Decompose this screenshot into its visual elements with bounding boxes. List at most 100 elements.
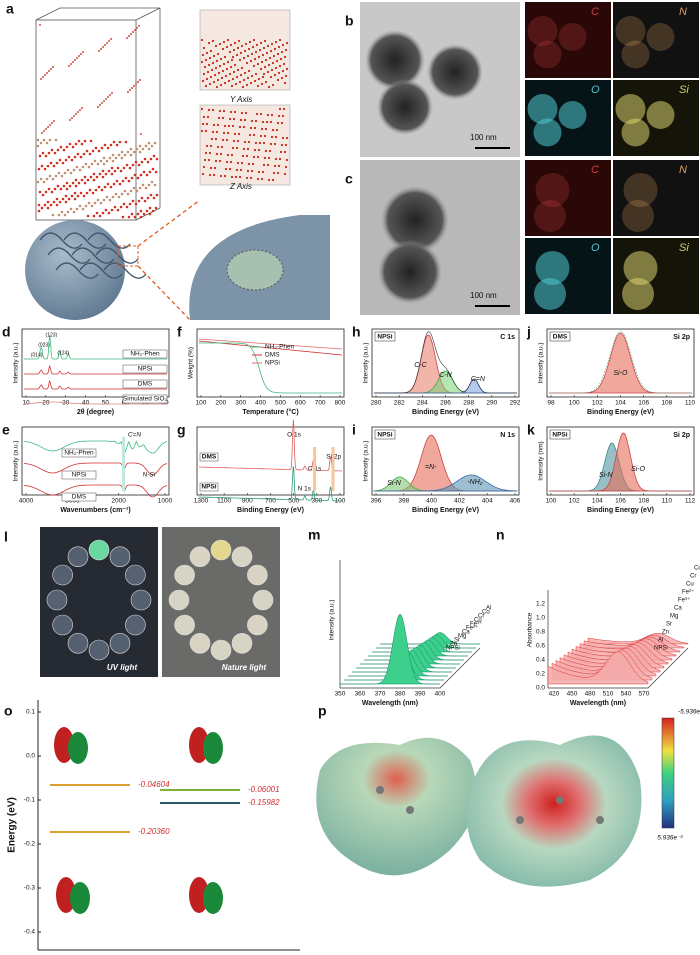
atom (253, 57, 257, 61)
atom (201, 172, 205, 176)
atom (235, 168, 239, 172)
label: 100 (569, 400, 580, 407)
curve (374, 474, 518, 492)
atom (65, 187, 69, 191)
highlight (331, 447, 335, 491)
atom (233, 63, 237, 67)
atom (222, 40, 226, 44)
atom (42, 76, 44, 78)
atom (257, 55, 261, 59)
label: Sr (454, 638, 460, 644)
label: 98 (547, 400, 555, 407)
atom (233, 132, 237, 136)
vial (210, 639, 232, 661)
atom (72, 61, 74, 63)
atom (225, 67, 229, 71)
atom (235, 146, 239, 150)
curve (24, 334, 167, 360)
atom (81, 165, 85, 169)
label: NPSi (72, 472, 87, 479)
atom (36, 180, 40, 184)
label: -0.3 (24, 885, 36, 892)
label: 1.2 (536, 601, 545, 608)
label: 1000 (158, 498, 173, 505)
atom (200, 38, 204, 42)
md-box (35, 19, 137, 221)
atom (376, 786, 384, 794)
atom (240, 44, 244, 48)
atom (40, 206, 44, 210)
atom (136, 27, 138, 29)
eds-signal (615, 94, 646, 124)
atom (52, 200, 56, 204)
atom (37, 209, 41, 213)
atom (284, 74, 288, 78)
label: 400 (426, 498, 437, 505)
atom (269, 49, 273, 53)
label: Co (694, 566, 700, 572)
label: 396 (371, 498, 382, 505)
label: -0.20360 (138, 827, 170, 836)
atom (111, 153, 115, 157)
atom (228, 117, 232, 121)
particle (377, 79, 433, 135)
label: NPSi (265, 360, 280, 367)
atom (137, 199, 141, 203)
fold (79, 262, 123, 279)
atom (124, 176, 128, 180)
atom (68, 65, 70, 67)
atom (84, 204, 88, 208)
atom (253, 79, 257, 83)
vial (88, 639, 110, 661)
label: Binding Energy (eV) (412, 507, 479, 514)
atom (55, 203, 59, 207)
atom (65, 145, 69, 149)
label: NPSi (654, 646, 668, 652)
label: Zn (662, 630, 669, 636)
fold (47, 247, 91, 264)
atom (596, 816, 604, 824)
label: Mg (670, 614, 678, 620)
atom (149, 193, 153, 197)
atom (126, 37, 128, 39)
esp-surface (316, 737, 477, 876)
label: C (591, 164, 599, 176)
atom (204, 129, 208, 133)
atom (205, 122, 209, 126)
label: NPSi (446, 646, 460, 652)
atom (80, 53, 82, 55)
label: DMS (553, 334, 568, 341)
atom (103, 100, 105, 102)
atom (262, 72, 266, 76)
atom (273, 164, 277, 168)
atom (284, 165, 288, 169)
atom (122, 166, 126, 170)
atom (240, 66, 244, 70)
atom (37, 203, 41, 207)
atom (43, 130, 45, 132)
atom (83, 175, 87, 179)
atom (144, 186, 148, 190)
label: -0.06001 (248, 785, 280, 794)
tag-box (374, 429, 396, 440)
atom (51, 122, 53, 124)
atom (126, 150, 130, 154)
atom (119, 205, 123, 209)
atom (46, 206, 50, 210)
atom (252, 64, 256, 68)
atom (285, 41, 289, 45)
label: j (526, 324, 531, 340)
atom (250, 119, 254, 123)
curve (549, 330, 692, 394)
label: Intensity (a.u.) (363, 342, 370, 383)
label: Al (658, 638, 663, 644)
label: 200 (215, 400, 226, 407)
atom (139, 79, 141, 81)
atom (135, 147, 139, 151)
atom (111, 92, 113, 94)
atom (208, 56, 212, 60)
atom (42, 180, 46, 184)
label: Cu (686, 582, 694, 588)
eds-signal (646, 23, 675, 51)
atom (40, 164, 44, 168)
